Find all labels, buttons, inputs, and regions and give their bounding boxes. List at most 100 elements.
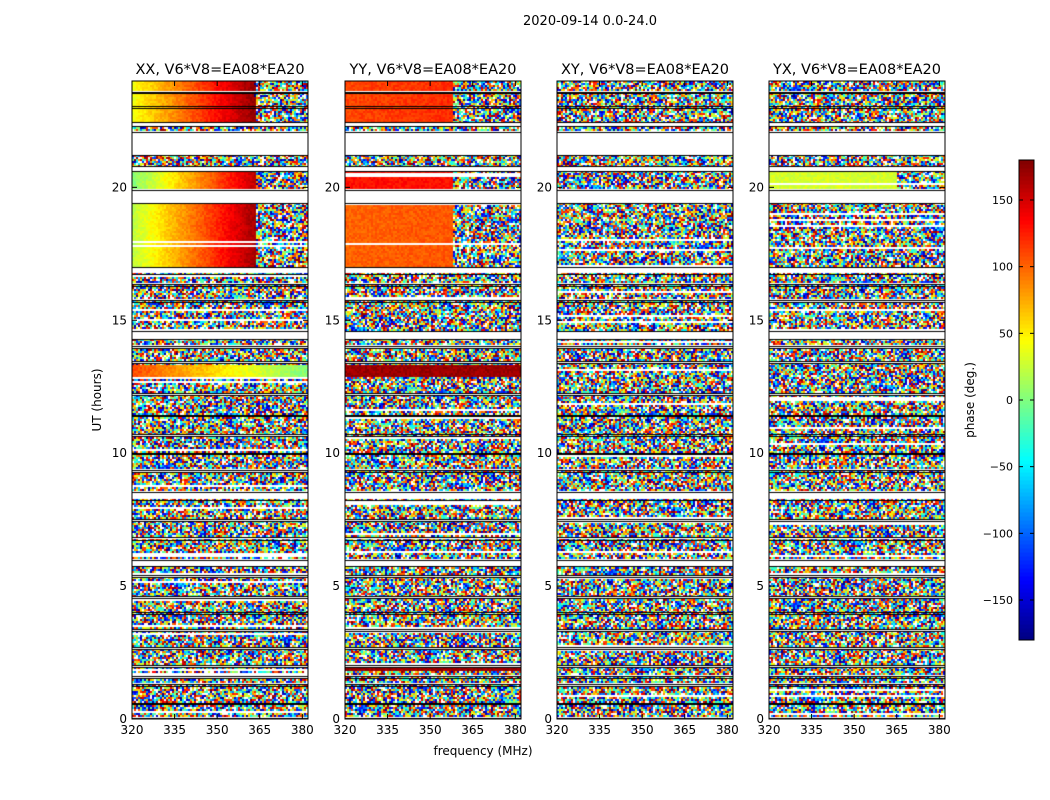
x-tick-label: 350 bbox=[631, 723, 654, 737]
colorbar-segment bbox=[1019, 268, 1034, 273]
colorbar-segment bbox=[1019, 256, 1034, 261]
colorbar-segment bbox=[1019, 308, 1034, 313]
y-tick-label: 20 bbox=[749, 180, 764, 194]
x-tick-label: 380 bbox=[291, 723, 314, 737]
colorbar-segment bbox=[1019, 588, 1034, 593]
colorbar-segment bbox=[1019, 616, 1034, 621]
colorbar-segment bbox=[1019, 468, 1034, 473]
colorbar-segment bbox=[1019, 472, 1034, 477]
colorbar-label: phase (deg.) bbox=[963, 362, 977, 438]
colorbar-segment bbox=[1019, 200, 1034, 205]
panel-yx: YX, V6*V8=EA08*EA20 320 335 350 365 380 0 5 10 15… bbox=[749, 62, 951, 737]
colorbar-segment bbox=[1019, 168, 1034, 173]
colorbar-segment bbox=[1019, 320, 1034, 325]
colorbar-segment bbox=[1019, 232, 1034, 237]
colorbar-segment bbox=[1019, 628, 1034, 633]
heatmap-image-xy bbox=[557, 81, 733, 719]
y-tick-label: 5 bbox=[756, 579, 764, 593]
colorbar-segment bbox=[1019, 604, 1034, 609]
panel-title: YX, V6*V8=EA08*EA20 bbox=[772, 62, 941, 78]
colorbar-segment bbox=[1019, 392, 1034, 397]
x-tick-label: 380 bbox=[928, 723, 951, 737]
colorbar-segment bbox=[1019, 248, 1034, 253]
colorbar-segment bbox=[1019, 540, 1034, 545]
colorbar-segment bbox=[1019, 580, 1034, 585]
colorbar-segment bbox=[1019, 212, 1034, 217]
y-tick-label: 5 bbox=[544, 579, 552, 593]
colorbar-tick-label: 0 bbox=[1006, 394, 1013, 407]
axes-frame bbox=[556, 80, 734, 720]
colorbar-segment bbox=[1019, 180, 1034, 185]
colorbar-tick-label: 100 bbox=[992, 261, 1013, 274]
panel-yy: YY, V6*V8=EA08*EA20 320 335 350 365 380 0 5 10 15… bbox=[325, 62, 527, 737]
colorbar-segment bbox=[1019, 296, 1034, 301]
colorbar-segment bbox=[1019, 548, 1034, 553]
colorbar-segment bbox=[1019, 176, 1034, 181]
colorbar-segment bbox=[1019, 228, 1034, 233]
colorbar-segment bbox=[1019, 240, 1034, 245]
colorbar-segment bbox=[1019, 624, 1034, 629]
colorbar-segment bbox=[1019, 564, 1034, 569]
colorbar-segment bbox=[1019, 368, 1034, 373]
x-tick-label: 365 bbox=[673, 723, 696, 737]
colorbar-segment bbox=[1019, 444, 1034, 449]
colorbar-segment bbox=[1019, 556, 1034, 561]
x-tick-label: 320 bbox=[121, 723, 144, 737]
y-tick-label: 10 bbox=[749, 446, 764, 460]
colorbar-segment bbox=[1019, 544, 1034, 549]
y-tick-label: 20 bbox=[325, 180, 340, 194]
x-tick-label: 380 bbox=[504, 723, 527, 737]
colorbar-segment bbox=[1019, 348, 1034, 353]
colorbar-segment bbox=[1019, 196, 1034, 201]
colorbar-segment bbox=[1019, 164, 1034, 169]
colorbar-segment bbox=[1019, 484, 1034, 489]
x-tick-label: 380 bbox=[716, 723, 739, 737]
colorbar-segment bbox=[1019, 612, 1034, 617]
panel-title: XY, V6*V8=EA08*EA20 bbox=[561, 62, 729, 78]
y-tick-label: 0 bbox=[119, 712, 127, 726]
colorbar-segment bbox=[1019, 404, 1034, 409]
y-tick-label: 10 bbox=[325, 446, 340, 460]
colorbar-segment bbox=[1019, 336, 1034, 341]
y-tick-label: 15 bbox=[112, 313, 127, 327]
colorbar-segment bbox=[1019, 324, 1034, 329]
x-tick-label: 365 bbox=[248, 723, 271, 737]
colorbar-segment bbox=[1019, 436, 1034, 441]
colorbar-segment bbox=[1019, 236, 1034, 241]
x-tick-label: 335 bbox=[376, 723, 399, 737]
colorbar-segment bbox=[1019, 456, 1034, 461]
colorbar-segment bbox=[1019, 340, 1034, 345]
colorbar-segment bbox=[1019, 364, 1034, 369]
colorbar-segment bbox=[1019, 260, 1034, 265]
colorbar-segment bbox=[1019, 376, 1034, 381]
x-tick-label: 320 bbox=[334, 723, 357, 737]
colorbar-segment bbox=[1019, 576, 1034, 581]
colorbar-tick-label: −100 bbox=[983, 527, 1013, 540]
y-tick-label: 20 bbox=[112, 180, 127, 194]
colorbar-segment bbox=[1019, 448, 1034, 453]
colorbar-segment bbox=[1019, 380, 1034, 385]
axes-frame bbox=[131, 80, 309, 720]
colorbar-segment bbox=[1019, 560, 1034, 565]
axes-frame bbox=[768, 80, 946, 720]
colorbar-segment bbox=[1019, 388, 1034, 393]
x-tick-label: 350 bbox=[419, 723, 442, 737]
y-tick-label: 10 bbox=[537, 446, 552, 460]
colorbar-segment bbox=[1019, 408, 1034, 413]
colorbar-segment bbox=[1019, 528, 1034, 533]
panel-title: YY, V6*V8=EA08*EA20 bbox=[349, 62, 517, 78]
axes-frame bbox=[344, 80, 522, 720]
colorbar-segment bbox=[1019, 488, 1034, 493]
colorbar-segment bbox=[1019, 204, 1034, 209]
colorbar-segment bbox=[1019, 300, 1034, 305]
colorbar-segment bbox=[1019, 428, 1034, 433]
colorbar-segment bbox=[1019, 384, 1034, 389]
colorbar-segment bbox=[1019, 328, 1034, 333]
x-tick-label: 350 bbox=[206, 723, 229, 737]
x-tick-label: 320 bbox=[758, 723, 781, 737]
colorbar-segment bbox=[1019, 524, 1034, 529]
colorbar-segment bbox=[1019, 596, 1034, 601]
colorbar-segment bbox=[1019, 352, 1034, 357]
colorbar-segment bbox=[1019, 396, 1034, 401]
panel-title: XX, V6*V8=EA08*EA20 bbox=[135, 62, 304, 78]
